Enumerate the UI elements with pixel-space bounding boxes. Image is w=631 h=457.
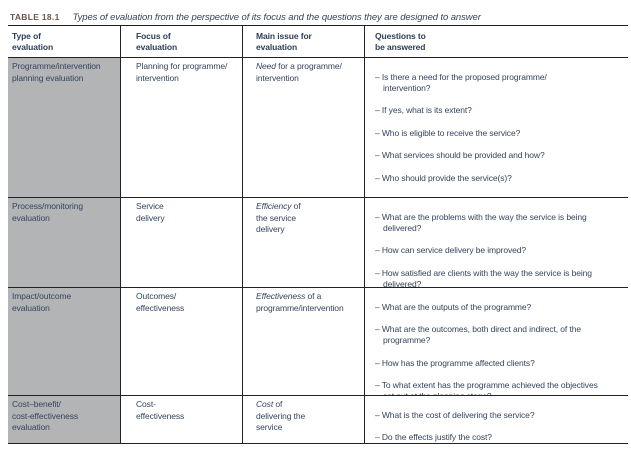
row2-questions-cell: – What are the problems with the way the… [364,198,628,288]
row1-type-cell: Programme/intervention planning evaluati… [8,58,120,198]
row3-focus-cell: Outcomes/ effectiveness [120,288,242,396]
row3-main-issue-cell: Effectiveness of a programme/interventio… [242,288,364,396]
header-questions-to-be-answered: Questions to be answered [364,26,628,58]
row1-main-issue-cell: Need for a programme/ intervention [242,58,364,198]
row3-issue-keyword: Effectiveness [256,291,306,301]
question-item: – What are the outcomes, both direct and… [375,324,581,345]
row1-issue-keyword: Need [256,61,276,71]
row2-type-cell: Process/monitoring evaluation [8,198,120,288]
row4-type-cell: Cost–benefit/ cost-effectiveness evaluat… [8,396,120,444]
table-caption-number: TABLE 18.1 [10,12,60,22]
question-item: – Who is eligible to receive the service… [375,127,521,138]
row1-focus-cell: Planning for programme/ intervention [120,58,242,198]
table-caption: TABLE 18.1 Types of evaluation from the p… [10,12,622,23]
question-item: – Is there a need for the proposed progr… [375,71,547,93]
row3-type-cell: Impact/outcome evaluation [8,288,120,396]
question-item: – What are the outputs of the programme? [375,301,532,312]
row4-issue-rest: of delivering the service [256,399,306,432]
question-item: – How has the programme affected clients… [375,357,535,368]
header-focus-of-evaluation: Focus of evaluation [120,26,242,58]
header-main-issue-for-evaluation: Main issue for evaluation [242,26,364,58]
question-item: – How can service delivery be improved? [375,245,527,255]
question-item: – What services should be provided and h… [375,150,545,160]
question-item: – Do the effects justify the cost? [375,432,492,442]
header-type-of-evaluation: Type of evaluation [8,26,120,58]
table-caption-title: Types of evaluation from the perspective… [72,12,481,23]
row1-questions-cell: – Is there a need for the proposed progr… [364,58,628,198]
row2-focus-cell: Service delivery [120,198,242,288]
row2-main-issue-cell: Efficiency of the service delivery [242,198,364,288]
row4-main-issue-cell: Cost of delivering the service [242,396,364,444]
question-item: – What are the problems with the way the… [375,211,587,233]
row3-questions-cell: – What are the outputs of the programme?… [364,288,628,396]
row1-issue-rest: for a programme/ intervention [256,61,342,83]
question-item: – To what extent has the programme achie… [375,380,598,396]
row3-issue-rest: of a programme/intervention [256,291,344,313]
row2-issue-rest: of the service delivery [256,201,301,234]
evaluation-table: Type of evaluation Focus of evaluation M… [8,25,628,444]
question-item: – How satisfied are clients with the way… [375,267,592,288]
question-item: – What is the geographical distribution … [375,195,624,197]
row4-questions-cell: – What is the cost of delivering the ser… [364,396,628,444]
question-item: – If yes, what is its extent? [375,105,472,115]
question-item: – What is the cost of delivering the ser… [375,409,535,420]
row4-focus-cell: Cost- effectiveness [120,396,242,444]
question-item: – Who should provide the service(s)? [375,172,512,183]
row4-issue-keyword: Cost [256,399,274,409]
row2-issue-keyword: Efficiency [256,201,292,211]
